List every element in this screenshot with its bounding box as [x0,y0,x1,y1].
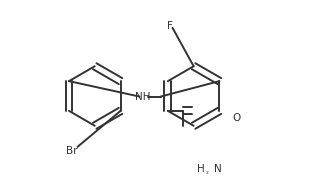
Text: O: O [233,113,241,123]
Text: NH: NH [135,92,150,102]
Text: Br: Br [66,146,78,156]
Text: ₂: ₂ [205,169,208,175]
Text: N: N [214,164,222,174]
Text: F: F [167,21,173,31]
Text: H: H [197,164,205,174]
